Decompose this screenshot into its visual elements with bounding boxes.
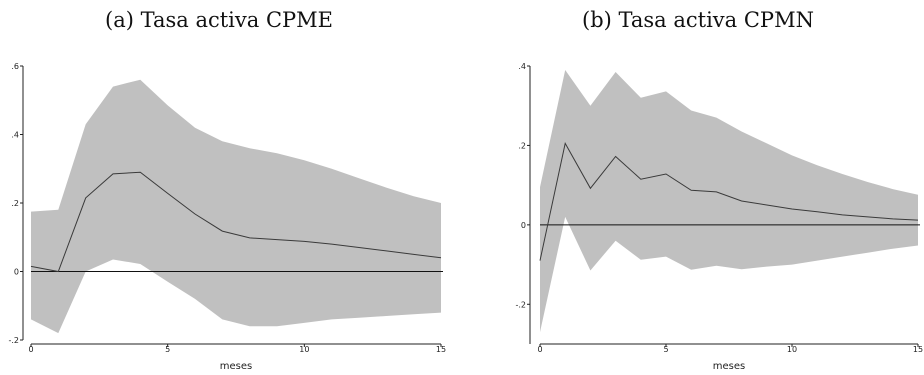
chart-b-x-tick-label: 15 — [913, 345, 923, 354]
chart-a-x-tick-label: 5 — [165, 345, 170, 354]
chart-b-x-tick-label: 0 — [537, 345, 542, 354]
chart-b-y-tick-label: 0 — [521, 221, 526, 230]
chart-b-title: (b) Tasa activa CPMN — [582, 8, 814, 32]
chart-a-x-tick-label: 0 — [28, 345, 33, 354]
chart-b-response-line — [539, 142, 919, 261]
chart-b-y-tick-label: .2 — [518, 141, 526, 150]
chart-a-y-tick-label: .4 — [11, 131, 19, 140]
chart-a-x-axis-title: meses — [220, 361, 252, 372]
chart-b-x-axis-title: meses — [713, 361, 745, 372]
chart-b-confidence-band — [540, 70, 918, 333]
chart-a-y-tick-label: .6 — [11, 62, 19, 71]
chart-a-y-tick-label: 0 — [14, 268, 19, 277]
chart-a-x-tick-label: 10 — [299, 345, 309, 354]
chart-b-y-tick-label: .4 — [518, 62, 526, 71]
chart-a-y-tick-label: .2 — [11, 199, 19, 208]
chart-b-x-tick-label: 10 — [787, 345, 797, 354]
chart-a-y-tick-label: -.2 — [8, 336, 19, 345]
chart-a-title: (a) Tasa activa CPME — [105, 8, 333, 32]
chart-a-confidence-band — [31, 79, 441, 334]
chart-a-response-line — [30, 171, 442, 273]
chart-b-x-tick-label: 5 — [663, 345, 668, 354]
chart-b-y-tick-label: -.2 — [515, 300, 526, 309]
chart-a-x-tick-label: 15 — [436, 345, 446, 354]
